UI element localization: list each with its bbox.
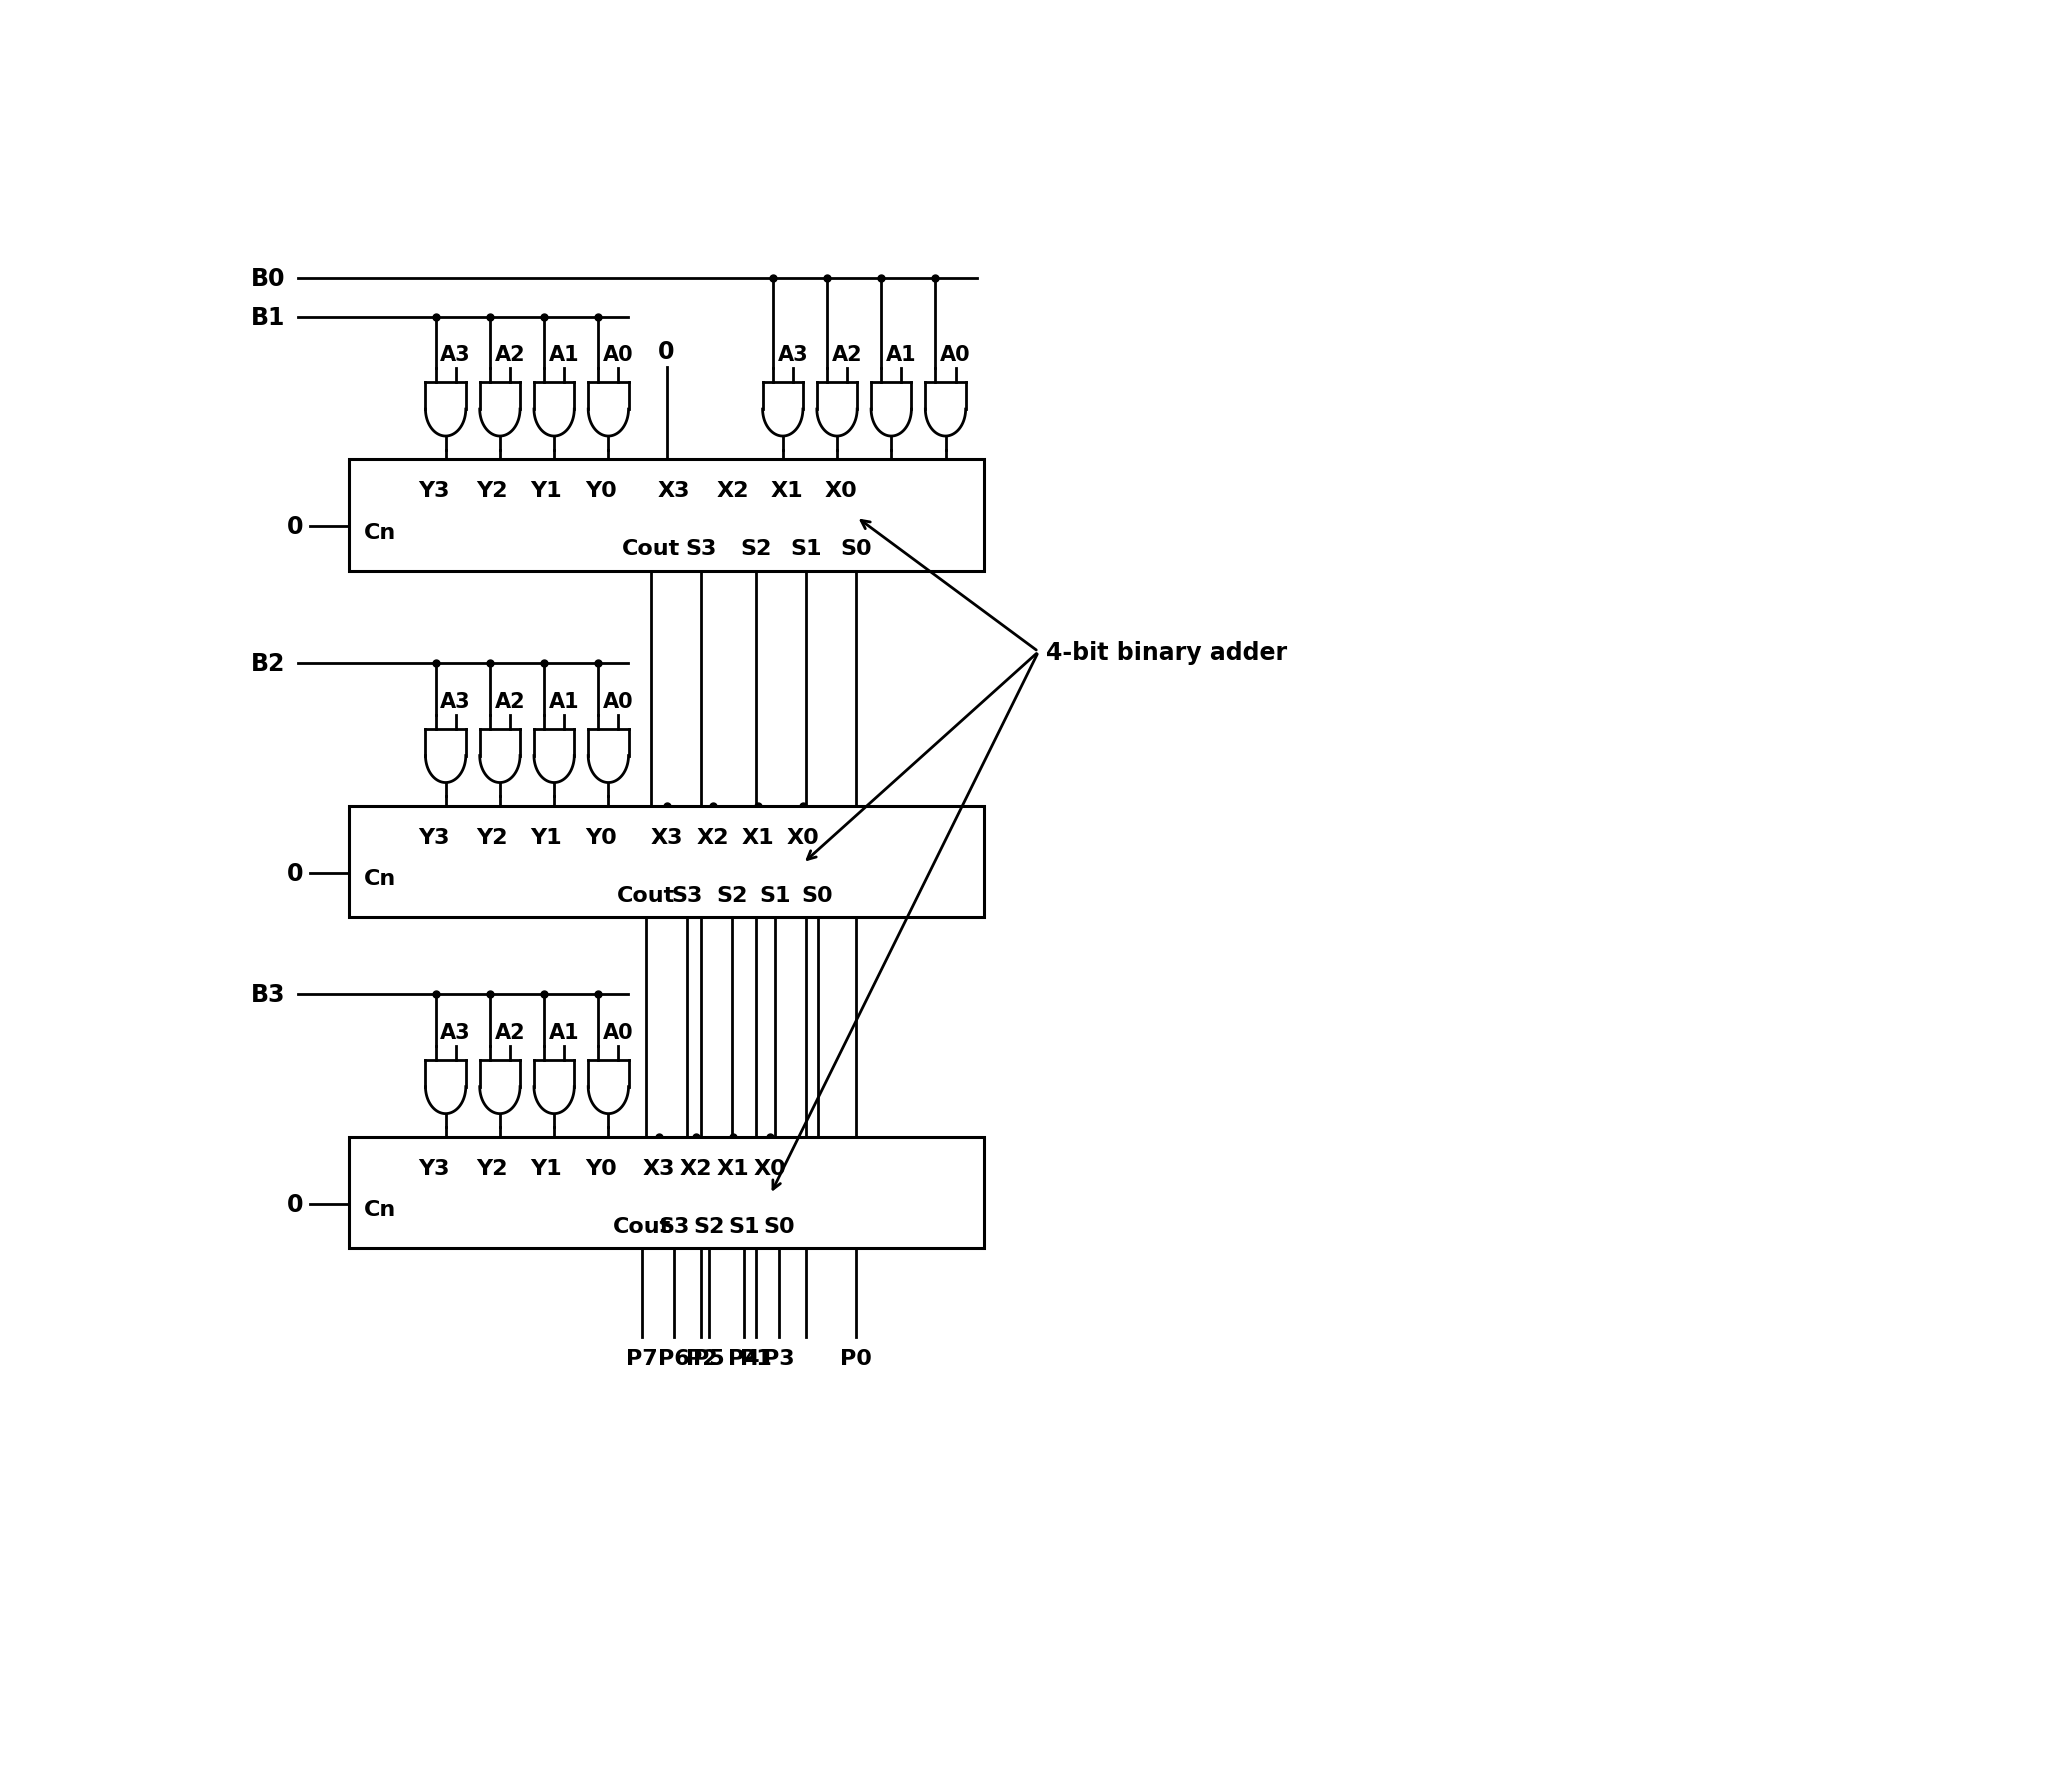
Text: 4-bit binary adder: 4-bit binary adder [1046, 641, 1287, 664]
Text: 0: 0 [659, 340, 675, 365]
Text: A2: A2 [495, 345, 526, 365]
Text: A1: A1 [886, 345, 917, 365]
Text: S1: S1 [728, 1216, 759, 1237]
Text: Cout: Cout [622, 539, 679, 559]
Text: X3: X3 [651, 828, 683, 847]
Text: A1: A1 [548, 1022, 579, 1043]
Text: P3: P3 [763, 1349, 794, 1369]
Text: Cout: Cout [612, 1216, 671, 1237]
Text: A1: A1 [548, 345, 579, 365]
Text: A2: A2 [495, 691, 526, 712]
Text: B2: B2 [252, 651, 284, 676]
Text: Y2: Y2 [477, 481, 507, 502]
Text: A0: A0 [604, 345, 634, 365]
Text: X3: X3 [659, 481, 690, 502]
Text: Cn: Cn [364, 1200, 397, 1219]
Text: B3: B3 [252, 983, 284, 1007]
Text: Y0: Y0 [585, 481, 616, 502]
Text: A3: A3 [440, 345, 471, 365]
Text: S0: S0 [841, 539, 872, 559]
Text: P1: P1 [741, 1349, 771, 1369]
Text: Cn: Cn [364, 869, 397, 888]
Text: S3: S3 [685, 539, 716, 559]
Bar [348, 1137, 984, 1248]
Text: Y0: Y0 [585, 828, 616, 847]
Text: S3: S3 [671, 885, 704, 906]
Text: Y2: Y2 [477, 1159, 507, 1178]
Text: Y0: Y0 [585, 1159, 616, 1178]
Text: Cout: Cout [618, 885, 675, 906]
Text: Y2: Y2 [477, 828, 507, 847]
Text: Y1: Y1 [530, 481, 563, 502]
Text: S1: S1 [790, 539, 822, 559]
Text: X2: X2 [679, 1159, 712, 1178]
Text: X0: X0 [755, 1159, 788, 1178]
Text: A0: A0 [941, 345, 972, 365]
Text: Y3: Y3 [417, 1159, 450, 1178]
Text: X1: X1 [769, 481, 802, 502]
Text: S2: S2 [694, 1216, 724, 1237]
Text: X0: X0 [825, 481, 857, 502]
Text: A2: A2 [833, 345, 861, 365]
Text: X1: X1 [716, 1159, 749, 1178]
Text: X2: X2 [716, 481, 749, 502]
Text: S0: S0 [802, 885, 833, 906]
Text: X0: X0 [786, 828, 818, 847]
Text: S2: S2 [716, 885, 747, 906]
Text: 0: 0 [286, 514, 303, 539]
Bar [348, 459, 984, 571]
Text: A0: A0 [604, 1022, 634, 1043]
Text: Y1: Y1 [530, 828, 563, 847]
Text: B0: B0 [252, 267, 284, 290]
Bar [348, 806, 984, 918]
Text: A1: A1 [548, 691, 579, 712]
Text: Y3: Y3 [417, 481, 450, 502]
Text: X1: X1 [741, 828, 773, 847]
Text: A3: A3 [440, 691, 471, 712]
Text: P6: P6 [659, 1349, 690, 1369]
Text: S0: S0 [763, 1216, 794, 1237]
Text: 0: 0 [286, 862, 303, 885]
Text: A0: A0 [604, 691, 634, 712]
Text: X3: X3 [642, 1159, 675, 1178]
Text: S1: S1 [759, 885, 790, 906]
Text: P5: P5 [694, 1349, 724, 1369]
Text: X2: X2 [698, 828, 728, 847]
Text: P7: P7 [626, 1349, 657, 1369]
Text: S3: S3 [659, 1216, 690, 1237]
Text: P2: P2 [685, 1349, 718, 1369]
Text: P0: P0 [841, 1349, 872, 1369]
Text: S2: S2 [741, 539, 771, 559]
Text: Y3: Y3 [417, 828, 450, 847]
Text: A2: A2 [495, 1022, 526, 1043]
Text: Cn: Cn [364, 522, 397, 543]
Text: P4: P4 [728, 1349, 759, 1369]
Text: A3: A3 [777, 345, 808, 365]
Text: B1: B1 [252, 306, 284, 329]
Text: 0: 0 [286, 1193, 303, 1216]
Text: Y1: Y1 [530, 1159, 563, 1178]
Text: A3: A3 [440, 1022, 471, 1043]
